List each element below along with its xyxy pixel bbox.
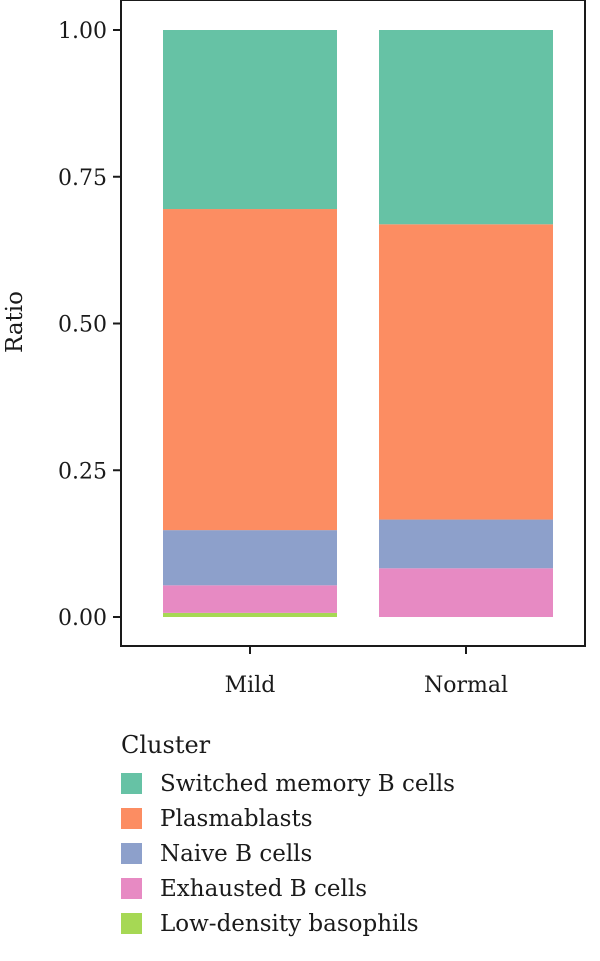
- bar-segment-normal-switched-memory-b-cells: [379, 30, 553, 225]
- bar-segment-mild-switched-memory-b-cells: [163, 30, 337, 210]
- bar-segment-mild-low-density-basophils: [163, 612, 337, 617]
- y-axis-title: Ratio: [2, 291, 28, 353]
- legend-label-plasmablasts: Plasmablasts: [160, 806, 313, 832]
- legend-swatch-low-density-basophils: [121, 913, 142, 934]
- legend-swatch-exhausted-b-cells: [121, 878, 142, 899]
- y-axis: 0.00 0.25 0.50 0.75 1.00: [58, 19, 121, 631]
- legend: Cluster Switched memory B cells Plasmabla…: [121, 731, 455, 937]
- y-tick-label: 0.75: [58, 166, 107, 191]
- bar-segment-mild-plasmablasts: [163, 209, 337, 531]
- legend-swatch-naive-b-cells: [121, 843, 142, 864]
- y-tick-label: 0.00: [58, 606, 107, 631]
- bar-segment-normal-naive-b-cells: [379, 519, 553, 569]
- y-tick-label: 0.25: [58, 459, 107, 484]
- bar-segment-mild-naive-b-cells: [163, 530, 337, 586]
- legend-swatch-plasmablasts: [121, 808, 142, 829]
- bar-segment-normal-exhausted-b-cells: [379, 568, 553, 617]
- legend-label-exhausted-b-cells: Exhausted B cells: [160, 876, 367, 902]
- y-tick-label: 1.00: [58, 19, 107, 44]
- legend-label-naive-b-cells: Naive B cells: [160, 841, 312, 867]
- x-tick-label-normal: Normal: [424, 673, 508, 698]
- legend-swatch-switched-memory-b-cells: [121, 773, 142, 794]
- legend-label-switched-memory-b-cells: Switched memory B cells: [160, 771, 455, 797]
- x-axis: Mild Normal: [225, 646, 508, 698]
- bar-segment-mild-exhausted-b-cells: [163, 585, 337, 613]
- legend-title: Cluster: [121, 731, 211, 759]
- legend-label-low-density-basophils: Low-density basophils: [160, 911, 419, 937]
- x-tick-label-mild: Mild: [225, 673, 276, 698]
- bars-group: [163, 30, 553, 617]
- y-tick-label: 0.50: [58, 313, 107, 338]
- bar-segment-normal-plasmablasts: [379, 224, 553, 520]
